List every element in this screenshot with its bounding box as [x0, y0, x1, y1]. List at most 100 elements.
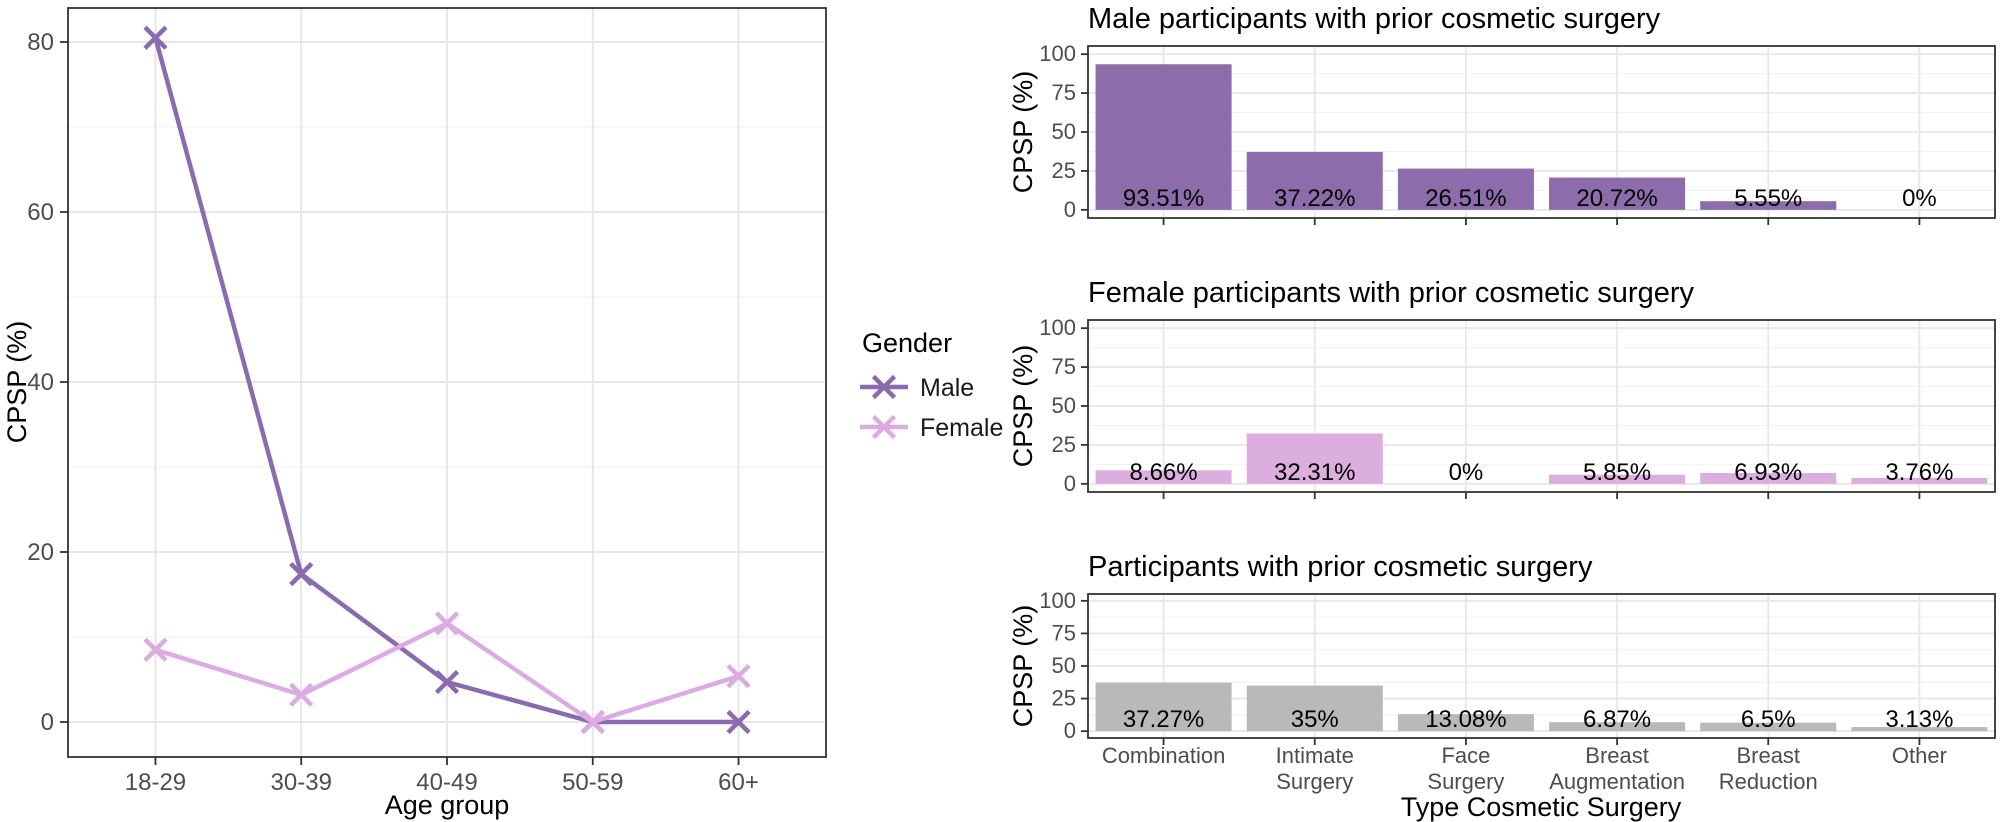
y-tick-label: 50 [1052, 393, 1076, 418]
bar-value-label: 20.72% [1576, 185, 1657, 212]
y-axis-title: CPSP (%) [1010, 345, 1038, 468]
bar-value-label: 0% [1449, 459, 1484, 486]
y-tick-label: 0 [1064, 197, 1076, 222]
x-tick-label: Surgery [1427, 769, 1504, 794]
bar-chart-column: Male participants with prior cosmetic su… [1010, 0, 2000, 822]
legend-key-marker [871, 374, 897, 400]
bar-value-label: 32.31% [1274, 459, 1355, 486]
bar [1095, 64, 1232, 210]
bar [1700, 722, 1837, 732]
x-tick-label: Face [1441, 743, 1490, 768]
bar [1095, 682, 1232, 732]
legend: Gender Male Female [860, 328, 1003, 442]
bar [1700, 201, 1837, 210]
y-tick-label: 0 [1064, 718, 1076, 743]
bar-chart-plot-area: 8.66% 32.31% 0% 5.85% 6.93% 3.76% 0 25 50 75 100 [1039, 315, 1996, 499]
y-tick-label: 25 [1052, 432, 1076, 457]
bar [1700, 473, 1837, 484]
y-tick-label: 100 [1039, 588, 1076, 613]
y-axis-title: CPSP (%) [2, 321, 32, 444]
x-tick-label: 50-59 [562, 769, 623, 796]
point-marker-female [434, 611, 460, 636]
x-tick-label: Surgery [1276, 769, 1353, 794]
bar-chart-plot-area: 37.27% 35% 13.08% 6.87% 6.5% 3.13% 0 25 50 75 100 C… [1039, 588, 1996, 794]
y-tick-label: 80 [27, 29, 54, 56]
legend-key-marker [871, 414, 897, 440]
bar [1549, 177, 1686, 210]
x-tick-label: 40-49 [416, 769, 477, 796]
bar-value-label: 0% [1902, 185, 1937, 212]
legend-entry-label: Male [920, 374, 974, 402]
point-marker-male [726, 709, 751, 735]
x-tick-label: 18-29 [125, 769, 186, 796]
y-tick-label: 60 [27, 199, 54, 226]
point-marker-male [289, 562, 314, 587]
bar [1851, 477, 1988, 484]
y-tick-label: 75 [1052, 620, 1076, 645]
bar-value-label: 3.76% [1885, 459, 1953, 486]
bar [1397, 168, 1534, 210]
bar [1851, 727, 1988, 732]
y-tick-label: 75 [1052, 354, 1076, 379]
bar-chart-plot-area: 93.51% 37.22% 26.51% 20.72% 5.55% 0% 0 25 50 75 10… [1039, 41, 1996, 225]
bar [1246, 685, 1383, 732]
point-marker-female [726, 664, 751, 689]
chart-title: Participants with prior cosmetic surgery [1088, 551, 1593, 583]
y-tick-label: 0 [41, 709, 54, 736]
bar [1397, 714, 1534, 732]
point-marker-female [143, 637, 168, 662]
x-tick-label: Breast [1585, 743, 1649, 768]
bar-chart-male: Male participants with prior cosmetic su… [1010, 3, 1996, 225]
x-tick-label: Other [1892, 743, 1947, 768]
point-marker-female [580, 709, 605, 735]
bar-value-label: 6.5% [1741, 706, 1796, 733]
x-tick-label: Intimate [1276, 743, 1354, 768]
y-tick-label: 0 [1064, 471, 1076, 496]
y-tick-label: 100 [1039, 315, 1076, 340]
bar-value-label: 6.87% [1583, 706, 1651, 733]
bar-chart-total: Participants with prior cosmetic surgery… [1010, 551, 1996, 822]
point-marker-male [434, 669, 460, 695]
bar-value-label: 35% [1291, 706, 1339, 733]
bar [1246, 433, 1383, 484]
bar-value-label: 6.93% [1734, 459, 1802, 486]
y-tick-label: 20 [27, 539, 54, 566]
x-tick-label: Reduction [1719, 769, 1818, 794]
bar-value-label: 5.55% [1734, 185, 1802, 212]
bar [1095, 470, 1232, 484]
bar-value-label: 8.66% [1130, 459, 1198, 486]
x-axis-title: Age group [385, 790, 510, 820]
y-tick-label: 25 [1052, 158, 1076, 183]
x-axis-title: Type Cosmetic Surgery [1401, 792, 1682, 822]
bar-value-label: 5.85% [1583, 459, 1651, 486]
bar [1549, 722, 1686, 732]
y-tick-label: 25 [1052, 686, 1076, 711]
y-tick-label: 100 [1039, 41, 1076, 66]
chart-title: Male participants with prior cosmetic su… [1088, 3, 1661, 35]
line-chart-plot-area: 0 20 40 60 80 18-29 30-39 40-49 50-59 60+ [27, 7, 827, 796]
bar-value-label: 3.13% [1885, 706, 1953, 733]
y-axis-title: CPSP (%) [1010, 605, 1038, 728]
point-marker-female [289, 682, 314, 707]
bar-value-label: 13.08% [1425, 706, 1506, 733]
legend-title: Gender [862, 328, 952, 358]
y-tick-label: 50 [1052, 653, 1076, 678]
point-marker-male [143, 25, 168, 50]
x-tick-label: 60+ [718, 769, 759, 796]
bar-value-label: 26.51% [1425, 185, 1506, 212]
bar [1246, 151, 1383, 210]
bar-value-label: 37.22% [1274, 185, 1355, 212]
bar-chart-female: Female participants with prior cosmetic … [1010, 277, 1996, 499]
y-axis-title: CPSP (%) [1010, 71, 1038, 194]
y-tick-label: 40 [27, 369, 54, 396]
bar [1549, 474, 1686, 484]
legend-entry-label: Female [920, 414, 1003, 442]
bar-value-label: 93.51% [1123, 185, 1204, 212]
bar-value-label: 37.27% [1123, 706, 1204, 733]
x-tick-label: Augmentation [1549, 769, 1685, 794]
chart-title: Female participants with prior cosmetic … [1088, 277, 1694, 309]
line-chart: 0 20 40 60 80 18-29 30-39 40-49 50-59 60+ Age gro… [2, 7, 1003, 820]
x-tick-label: 30-39 [271, 769, 332, 796]
y-tick-label: 50 [1052, 119, 1076, 144]
